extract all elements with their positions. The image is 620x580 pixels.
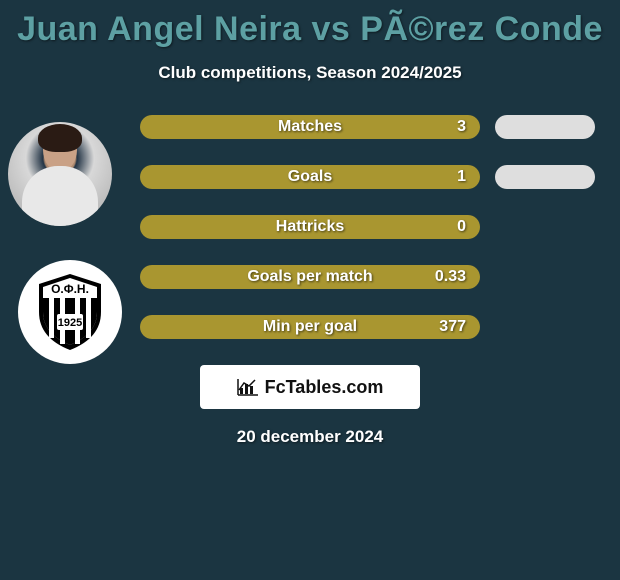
club-top-text: Ο.Φ.Η. [51,282,89,296]
club-year: 1925 [58,317,82,329]
stat-label: Goals [288,168,332,186]
chart-icon [237,378,259,396]
stat-pill-left: Goals per match 0.33 [140,265,480,289]
right-col [480,265,610,289]
stat-value-left: 0 [457,218,466,236]
subtitle: Club competitions, Season 2024/2025 [0,63,620,83]
stat-pill-right [495,115,595,139]
stat-pill-right [495,165,595,189]
stat-label: Min per goal [263,318,357,336]
club-shield-icon: Ο.Φ.Η. 1925 [35,272,105,352]
stat-pill-left: Goals 1 [140,165,480,189]
stat-label: Hattricks [276,218,344,236]
stat-value-left: 0.33 [435,268,466,286]
right-col [480,315,610,339]
page-title: Juan Angel Neira vs PÃ©rez Conde [0,0,620,49]
stat-label: Goals per match [247,268,372,286]
right-col [480,165,610,189]
player-photo-left [8,122,112,226]
stat-label: Matches [278,118,342,136]
stat-value-left: 1 [457,168,466,186]
footer-brand-text: FcTables.com [265,377,384,398]
date-text: 20 december 2024 [0,427,620,447]
right-col [480,115,610,139]
right-col [480,215,610,239]
stat-pill-left: Matches 3 [140,115,480,139]
footer-brand-badge[interactable]: FcTables.com [200,365,420,409]
stat-value-left: 377 [439,318,466,336]
stat-pill-left: Min per goal 377 [140,315,480,339]
player-body-shape [22,166,98,226]
stat-pill-left: Hattricks 0 [140,215,480,239]
club-logo: Ο.Φ.Η. 1925 [18,260,122,364]
stat-value-left: 3 [457,118,466,136]
